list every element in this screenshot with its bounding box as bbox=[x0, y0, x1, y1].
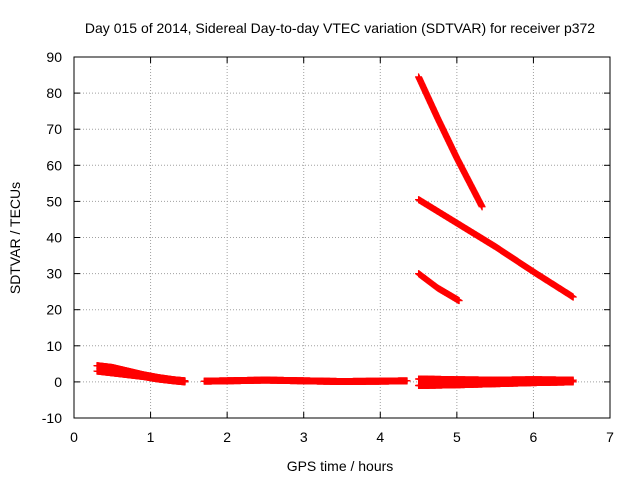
x-tick-label: 0 bbox=[70, 429, 78, 445]
x-tick-label: 1 bbox=[147, 429, 155, 445]
y-tick-label: 60 bbox=[46, 157, 62, 173]
x-tick-label: 3 bbox=[300, 429, 308, 445]
y-tick-label: -10 bbox=[42, 410, 62, 426]
data-point-marker bbox=[455, 297, 463, 305]
y-tick-label: 0 bbox=[54, 374, 62, 390]
data-point-marker bbox=[403, 377, 411, 385]
x-tick-label: 5 bbox=[453, 429, 461, 445]
y-tick-label: 20 bbox=[46, 302, 62, 318]
data-segment-1 bbox=[93, 367, 189, 386]
y-tick-label: 50 bbox=[46, 193, 62, 209]
data-point-marker bbox=[181, 378, 189, 386]
y-tick-label: 40 bbox=[46, 230, 62, 246]
y-tick-label: 10 bbox=[46, 338, 62, 354]
data-point-marker bbox=[569, 293, 577, 301]
x-tick-label: 7 bbox=[606, 429, 614, 445]
chart-title: Day 015 of 2014, Sidereal Day-to-day VTE… bbox=[85, 20, 595, 36]
data-segment-2 bbox=[200, 376, 411, 386]
y-tick-label: 90 bbox=[46, 49, 62, 65]
x-tick-label: 6 bbox=[530, 429, 538, 445]
data-segment-7 bbox=[415, 378, 577, 390]
x-axis-label: GPS time / hours bbox=[287, 458, 394, 474]
tick-layer: 0 1 2 3 4 5 6 7 -10 0 10 20 30 40 50 60 70 80 90 bbox=[42, 49, 614, 445]
y-axis-label: SDTVAR / TECUs bbox=[7, 182, 23, 294]
x-tick-label: 2 bbox=[223, 429, 231, 445]
data-layer bbox=[93, 73, 577, 390]
data-segment-4 bbox=[415, 196, 577, 301]
y-tick-label: 80 bbox=[46, 85, 62, 101]
data-point-marker bbox=[478, 203, 486, 211]
x-tick-label: 4 bbox=[376, 429, 384, 445]
data-segment-5 bbox=[415, 270, 463, 305]
data-point-marker bbox=[569, 378, 577, 386]
data-segment-3 bbox=[415, 73, 486, 211]
y-tick-label: 30 bbox=[46, 266, 62, 282]
y-tick-label: 70 bbox=[46, 121, 62, 137]
